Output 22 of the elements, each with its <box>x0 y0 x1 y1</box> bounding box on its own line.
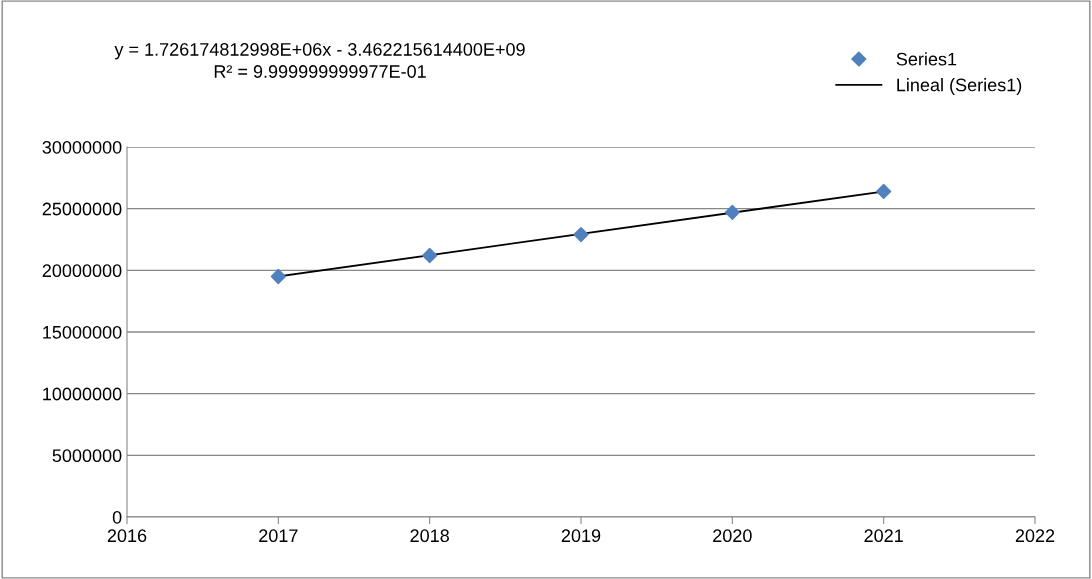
x-tick-label: 2020 <box>713 529 752 543</box>
x-tick-label: 2016 <box>107 529 147 543</box>
point <box>573 226 589 243</box>
x-tick-label: 2018 <box>410 529 449 543</box>
legend-label: Lineal (Series1) <box>897 78 1022 95</box>
y-tick-label: 5000000 <box>52 449 122 463</box>
y-tick-label: 0 <box>112 510 122 524</box>
y-tick-label: 25000000 <box>42 202 122 216</box>
legend-label: Series1 <box>896 52 957 66</box>
y-tick-label: 15000000 <box>43 325 122 339</box>
x-tick-label: 2021 <box>864 529 903 543</box>
y-tick-label: 10000000 <box>43 387 122 401</box>
point <box>422 247 438 264</box>
text: y = 1.726174812998E+06x - 3.462215614400E+09 R² = 9.999999999977E-01 <box>114 43 525 78</box>
point <box>270 268 286 285</box>
point <box>724 204 740 221</box>
y-tick-label: 20000000 <box>42 264 122 278</box>
point <box>876 183 892 200</box>
y-tick-label: 30000000 <box>42 140 122 154</box>
x-tick-label: 2019 <box>561 529 601 543</box>
x-tick-label: 2022 <box>1015 529 1055 543</box>
x-tick-label: 2017 <box>259 529 298 543</box>
